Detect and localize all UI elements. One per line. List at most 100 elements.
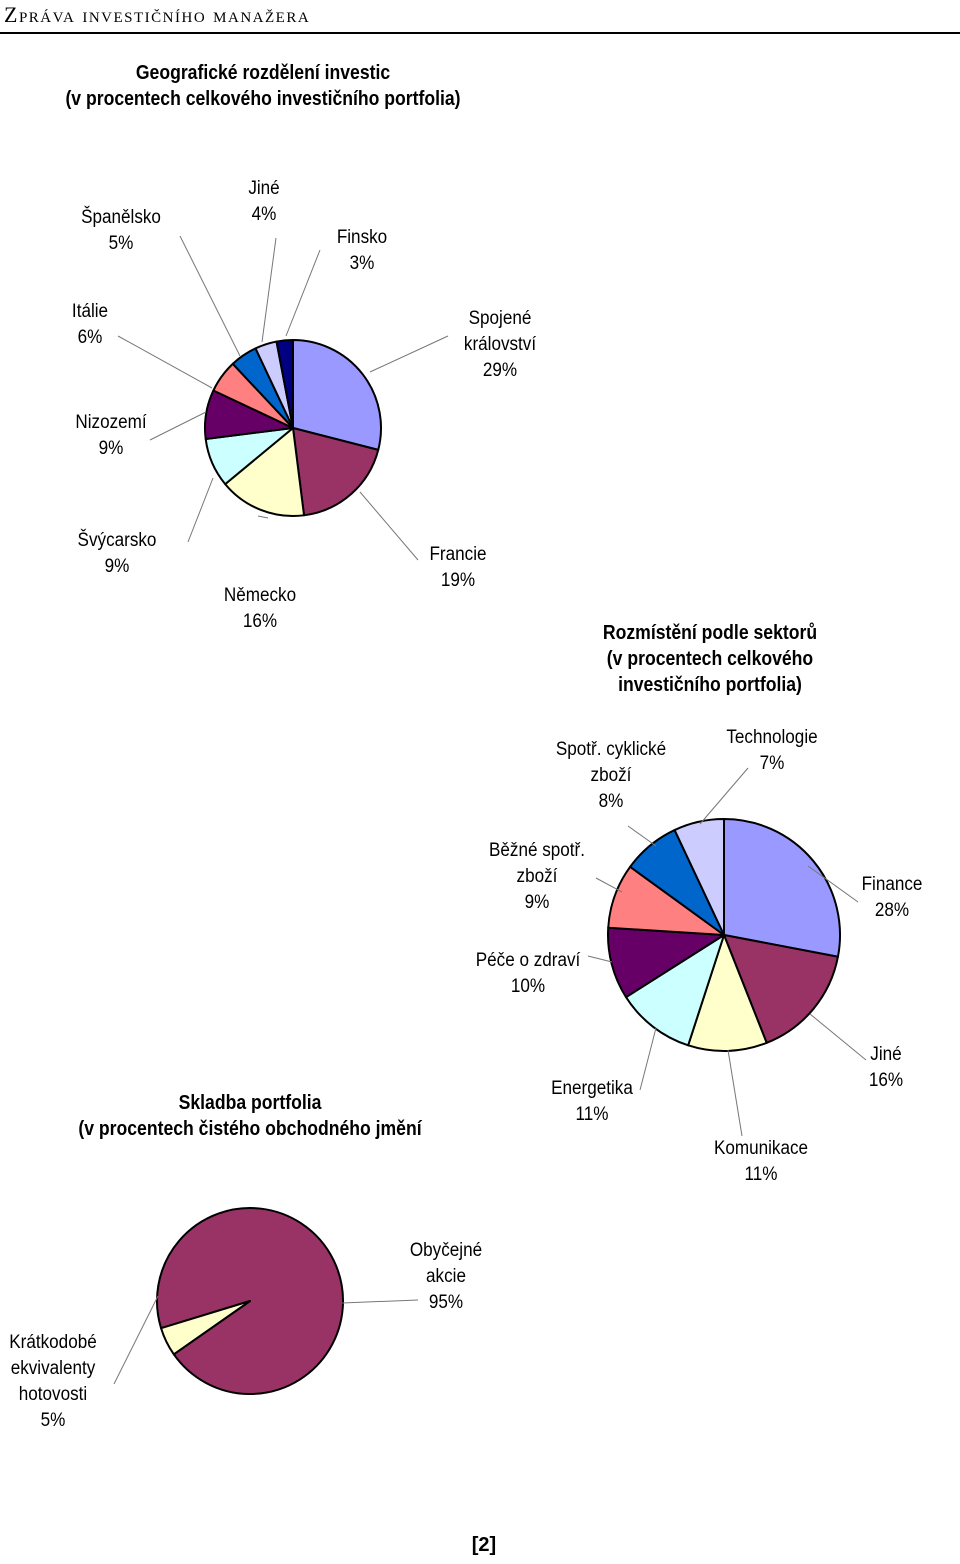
slice-name: Švýcarsko [77, 530, 157, 551]
slice-name: Finance [861, 874, 923, 895]
leader-line [257, 515, 269, 519]
slice-label: Nizozemí 9% [75, 410, 146, 462]
chart-title-composition: Skladba portfolia (v procentech čistého … [65, 1090, 435, 1142]
leader-line [587, 955, 613, 963]
pie-slice [292, 427, 380, 517]
slice-percent: 11% [575, 1104, 609, 1125]
leader-line [261, 237, 277, 343]
slice-label: Péče o zdraví 10% [476, 948, 581, 1000]
slice-label: Francie 19% [429, 542, 486, 594]
slice-label: Běžné spotř. zboží 9% [489, 838, 585, 916]
header-title: Zpráva investičního manažera [4, 2, 311, 27]
slice-label: Jiné 16% [869, 1042, 903, 1094]
slice-name: hotovosti [18, 1384, 88, 1405]
leader-line [639, 1027, 657, 1091]
slice-label: Komunikace 11% [714, 1136, 808, 1188]
leader-line [179, 235, 241, 357]
leader-line [627, 825, 657, 847]
chart-title-sectors: Rozmístění podle sektorů (v procentech c… [587, 620, 833, 698]
slice-percent: 9% [524, 892, 550, 913]
leader-line [809, 1013, 867, 1061]
slice-label: Itálie 6% [72, 299, 108, 351]
leader-line [727, 1049, 743, 1137]
chart-title-line: Geografické rozdělení investic [135, 62, 391, 84]
slice-name: Německo [223, 585, 297, 606]
chart-title-line: Skladba portfolia [178, 1092, 322, 1114]
pie-slice [607, 926, 725, 999]
pie-slice [723, 818, 841, 958]
leader-line [369, 335, 449, 373]
leader-line [341, 1299, 419, 1304]
slice-percent: 16% [868, 1070, 904, 1091]
pie-slice [292, 339, 382, 451]
slice-percent: 19% [440, 570, 476, 591]
slice-name: Jiné [870, 1044, 902, 1065]
leader-line [149, 411, 207, 441]
slice-percent: 3% [349, 253, 375, 274]
chart-title-line: investičního portfolia) [618, 674, 802, 696]
pie-slice [723, 934, 839, 1044]
slice-name: Spotř. cyklické [555, 739, 667, 760]
slice-label: Jiné 4% [248, 176, 279, 228]
slice-name: zboží [590, 765, 632, 786]
slice-name: Krátkodobé [9, 1332, 97, 1353]
leader-line [187, 477, 214, 543]
leader-line [807, 865, 859, 903]
pie-slice [673, 818, 725, 936]
slice-percent: 8% [598, 791, 624, 812]
chart-title-geographic: Geografické rozdělení investic (v procen… [56, 60, 470, 112]
leader-line [595, 877, 623, 893]
slice-percent: 16% [242, 611, 278, 632]
pie-slice [224, 427, 306, 517]
slice-name: království [463, 334, 537, 355]
slice-percent: 10% [510, 976, 546, 997]
slice-percent: 95% [428, 1292, 464, 1313]
chart-title-line: Rozmístění podle sektorů [602, 622, 818, 644]
slice-name: Péče o zdraví [475, 950, 581, 971]
slice-name: Spojené [468, 308, 532, 329]
slice-percent: 28% [874, 900, 910, 921]
leader-line [113, 1295, 159, 1385]
pie-slice [160, 1300, 251, 1356]
slice-label: Německo 16% [224, 583, 296, 635]
chart-title-line: (v procentech celkového investičního por… [65, 88, 461, 110]
slice-name: zboží [516, 866, 558, 887]
slice-label: Obyčejné akcie 95% [410, 1238, 482, 1316]
slice-name: Obyčejné [409, 1240, 483, 1261]
slice-name: akcie [426, 1266, 466, 1287]
slice-percent: 6% [77, 327, 103, 348]
leader-line [117, 335, 213, 389]
slice-label: Spotř. cyklické zboží 8% [556, 737, 666, 815]
slice-percent: 5% [108, 233, 134, 254]
chart-title-line: (v procentech čistého obchodného jmění [78, 1118, 422, 1140]
slice-name: Technologie [726, 727, 818, 748]
slice-name: Nizozemí [75, 412, 147, 433]
slice-name: Finsko [336, 227, 388, 248]
slice-label: Finsko 3% [337, 225, 387, 277]
slice-name: Energetika [551, 1078, 633, 1099]
page-number: [2] [471, 1534, 497, 1556]
slice-name: Španělsko [81, 207, 161, 228]
slice-percent: 5% [40, 1410, 66, 1431]
slice-label: Spojené království 29% [464, 306, 536, 384]
slice-label: Finance 28% [862, 872, 923, 924]
slice-percent: 4% [251, 204, 277, 225]
slice-label: Švýcarsko 9% [78, 528, 157, 580]
slice-name: Francie [429, 544, 487, 565]
slice-label: Energetika 11% [551, 1076, 633, 1128]
slice-name: Jiné [248, 178, 280, 199]
slice-percent: 29% [482, 360, 518, 381]
pie-slice [625, 934, 725, 1047]
chart-title-line: (v procentech celkového [606, 648, 814, 670]
slice-name: Komunikace [713, 1138, 809, 1159]
slice-percent: 9% [104, 556, 130, 577]
slice-name: ekvivalenty [10, 1358, 96, 1379]
slice-name: Běžné spotř. [488, 840, 586, 861]
slice-percent: 9% [98, 438, 124, 459]
slice-label: Krátkodobé ekvivalenty hotovosti 5% [9, 1330, 96, 1434]
slice-label: Španělsko 5% [81, 205, 161, 257]
leader-line [359, 491, 419, 561]
slice-label: Technologie 7% [726, 725, 817, 777]
leader-line [285, 249, 321, 337]
slice-percent: 7% [759, 753, 785, 774]
